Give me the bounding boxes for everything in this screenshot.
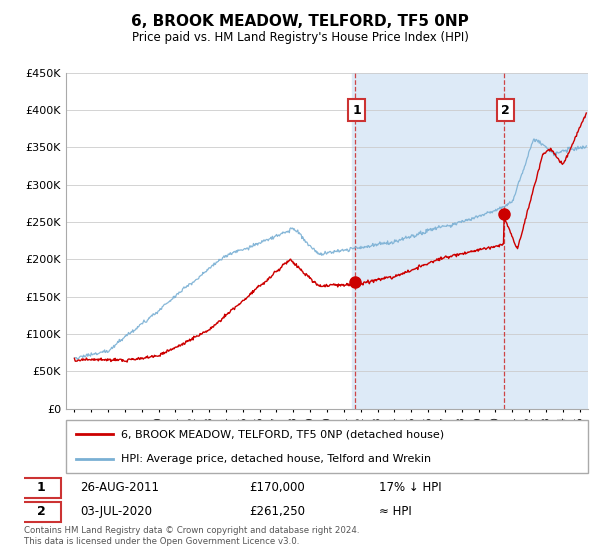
Text: 2: 2: [501, 104, 510, 116]
Text: 1: 1: [352, 104, 361, 116]
Text: £261,250: £261,250: [250, 505, 305, 518]
FancyBboxPatch shape: [21, 478, 61, 498]
Text: 17% ↓ HPI: 17% ↓ HPI: [379, 482, 442, 494]
Text: 6, BROOK MEADOW, TELFORD, TF5 0NP: 6, BROOK MEADOW, TELFORD, TF5 0NP: [131, 14, 469, 29]
Text: £170,000: £170,000: [250, 482, 305, 494]
Text: 6, BROOK MEADOW, TELFORD, TF5 0NP (detached house): 6, BROOK MEADOW, TELFORD, TF5 0NP (detac…: [121, 430, 444, 440]
Text: ≈ HPI: ≈ HPI: [379, 505, 412, 518]
Text: 03-JUL-2020: 03-JUL-2020: [80, 505, 152, 518]
FancyBboxPatch shape: [21, 502, 61, 522]
Text: 26-AUG-2011: 26-AUG-2011: [80, 482, 160, 494]
Text: Price paid vs. HM Land Registry's House Price Index (HPI): Price paid vs. HM Land Registry's House …: [131, 31, 469, 44]
Text: Contains HM Land Registry data © Crown copyright and database right 2024.
This d: Contains HM Land Registry data © Crown c…: [24, 526, 359, 546]
FancyBboxPatch shape: [66, 420, 588, 473]
Text: 1: 1: [37, 482, 45, 494]
Text: 2: 2: [37, 505, 45, 518]
Bar: [352, 73, 600, 409]
Text: HPI: Average price, detached house, Telford and Wrekin: HPI: Average price, detached house, Telf…: [121, 454, 431, 464]
